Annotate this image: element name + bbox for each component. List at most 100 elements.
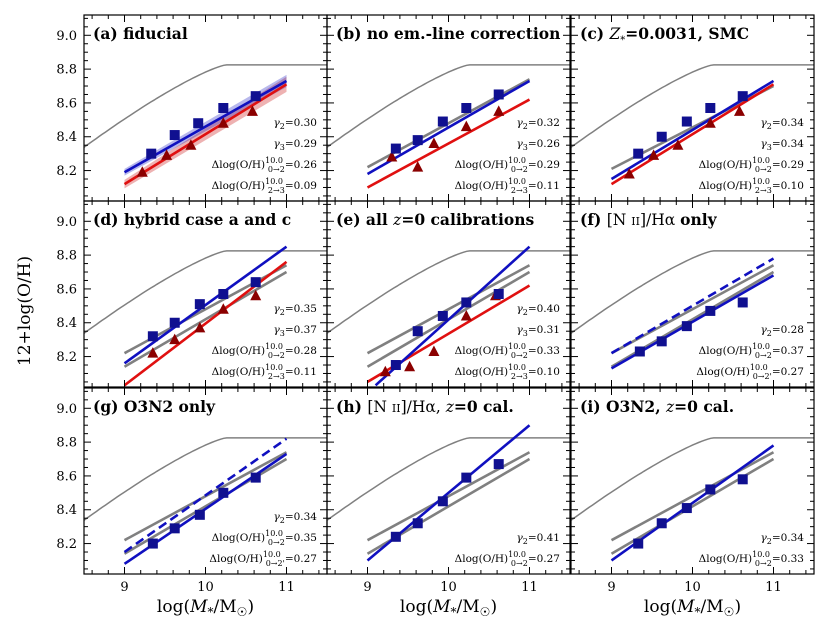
square-point (169, 317, 180, 328)
x-tick-label: 9 (607, 580, 615, 595)
square-point (656, 518, 667, 529)
square-point (633, 148, 644, 159)
annotation: γ3=0.34 (760, 138, 804, 152)
annotation: γ2=0.34 (760, 117, 804, 131)
reference-curve (571, 250, 814, 334)
annotation: Δlog(O/H)10.0 0→2=0.33 (455, 342, 560, 360)
triangle-point (194, 321, 206, 333)
plot-area (327, 424, 570, 562)
y-tick-label: 9.0 (56, 402, 77, 417)
fit-line-z2 (123, 245, 288, 365)
square-point (705, 484, 716, 495)
x-tick-label: 11 (765, 580, 782, 595)
triangle-point (147, 347, 159, 358)
x-tick-label: 11 (521, 580, 538, 595)
square-point (250, 472, 261, 483)
reference-fit-line (610, 451, 775, 542)
ticks (571, 388, 814, 574)
triangle-point (217, 117, 229, 128)
annotation: γ3=0.31 (516, 324, 560, 338)
square-point (437, 310, 448, 321)
x-axis-label: log(M*/M☉) (400, 597, 497, 619)
reference-curve (571, 64, 814, 148)
square-point (412, 326, 423, 337)
square-point (634, 346, 645, 357)
square-point (681, 321, 692, 332)
panel-title: (h) [N II]/Hα, z=0 cal. (336, 397, 514, 416)
reference-curve (327, 437, 570, 521)
plot-area (571, 250, 814, 370)
triangle-point (404, 360, 416, 372)
panel-h: 9 10 11 (h) [N II]/Hα, z=0 cal. γ2=0.41 Δlog(… (326, 387, 571, 595)
y-tick-label: 8.2 (56, 537, 77, 552)
x-axis-label: log(M*/M☉) (644, 597, 741, 619)
y-tick-label: 8.8 (56, 436, 77, 451)
triangle-point (250, 289, 262, 301)
y-tick-label: 8.8 (56, 63, 77, 78)
annotation: Δlog(O/H)10.0 2→3=0.10 (699, 177, 804, 195)
annotation: Δlog(O/H)10.0 2→3=0.10 (455, 363, 560, 381)
square-point (656, 336, 667, 347)
square-point (218, 289, 229, 299)
y-tick-label: 8.2 (56, 164, 77, 179)
square-point (250, 277, 261, 288)
y-tick-label: 8.6 (56, 469, 77, 484)
annotation: γ2=0.34 (760, 532, 804, 546)
ticks (327, 388, 570, 574)
x-tick-label: 10 (197, 580, 214, 595)
panel-title: (b) no em.-line correction (336, 24, 560, 43)
square-point (390, 143, 401, 154)
ticks (84, 388, 327, 574)
ticks (84, 201, 327, 387)
annotation: Δlog(O/H)10.0 0→2'=0.27 (209, 550, 317, 568)
triangle-point (169, 333, 181, 345)
triangle-point (428, 345, 440, 356)
annotation: γ2=0.30 (273, 117, 317, 131)
triangle-point (460, 309, 472, 321)
triangle-point (493, 105, 505, 116)
annotation: Δlog(O/H)10.0 0→2'=0.27 (696, 363, 804, 381)
square-point (461, 297, 472, 308)
panel-title: (i) O3N2, z=0 cal. (580, 397, 734, 416)
ticks (84, 15, 327, 201)
annotation: Δlog(O/H)10.0 0→2=0.29 (699, 156, 804, 174)
y-tick-label: 8.6 (56, 96, 77, 111)
annotation: Δlog(O/H)10.0 2→3=0.11 (212, 363, 317, 381)
annotation: Δlog(O/H)10.0 2→3=0.11 (455, 177, 560, 195)
panel-a: 8.2 8.4 8.6 8.8 9.0 (a) fiducial γ2=0.30 γ3=0.2… (56, 14, 328, 202)
triangle-point (136, 166, 148, 177)
x-tick-label: 9 (363, 580, 371, 595)
ticks (327, 201, 570, 387)
panel-title: (e) all z=0 calibrations (336, 210, 534, 229)
square-point (194, 509, 205, 520)
panel-g: 8.2 8.4 8.6 8.8 9.0 9 10 11 (g) O3N2 only γ2=0.34… (56, 387, 328, 595)
fit-line-z2 (374, 245, 531, 387)
y-tick-label: 8.6 (56, 282, 77, 297)
reference-fit-line (366, 451, 531, 542)
x-tick-label: 9 (120, 580, 128, 595)
y-axis-label: 12+log(O/H) (15, 256, 35, 366)
annotation: Δlog(O/H)10.0 2→3=0.09 (212, 177, 317, 195)
triangle-point (185, 139, 197, 150)
triangle-point (386, 151, 398, 162)
panel-e: (e) all z=0 calibrations γ2=0.40 γ3=0.31 Δl… (326, 200, 571, 388)
fit-line-z2-dashed (610, 257, 775, 355)
annotation: Δlog(O/H)10.0 0→2=0.37 (699, 342, 804, 360)
square-point (218, 103, 229, 113)
fit-line-z2-dashed (123, 437, 288, 554)
annotation: γ2=0.40 (516, 303, 560, 317)
square-point (437, 496, 448, 507)
reference-curve (571, 437, 814, 521)
triangle-point (648, 149, 660, 160)
x-axis-label: log(M*/M☉) (157, 597, 254, 619)
y-tick-label: 8.4 (56, 316, 77, 331)
square-point (250, 91, 261, 102)
square-point (437, 116, 448, 127)
square-point (681, 116, 692, 127)
square-point (633, 538, 644, 549)
plot-area (327, 64, 570, 189)
square-point (390, 360, 401, 371)
panel-i: 9 10 11 (i) O3N2, z=0 cal. γ2=0.34 Δlog(O/H)1… (570, 387, 815, 595)
reference-curve (327, 64, 570, 148)
reference-fit-line (366, 264, 531, 355)
